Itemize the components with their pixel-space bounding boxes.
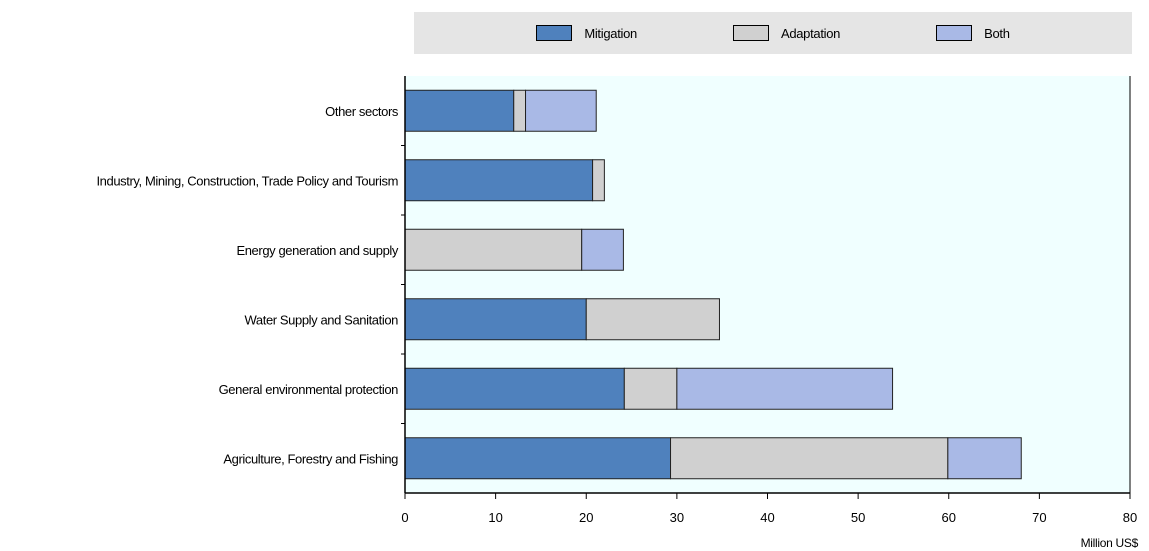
bar-both-other-sectors — [525, 89, 597, 132]
x-tick-label: 60 — [942, 510, 956, 525]
category-label: Industry, Mining, Construction, Trade Po… — [96, 173, 398, 188]
plot-area — [405, 76, 1130, 493]
bar-mitigation-general-environmental-protection — [404, 367, 625, 410]
bar-adaptation-energy-generation-and-supply — [404, 228, 583, 271]
legend-swatch — [936, 25, 973, 41]
x-tick-label: 40 — [760, 510, 774, 525]
category-label: Water Supply and Sanitation — [245, 312, 399, 327]
category-label: General environmental protection — [219, 382, 399, 397]
legend-label: Both — [984, 25, 1010, 41]
x-tick-label: 20 — [579, 510, 593, 525]
bar-adaptation-other-sectors — [513, 89, 527, 132]
legend-item-mitigation: Mitigation — [536, 25, 637, 41]
legend: Mitigation Adaptation Both — [414, 12, 1132, 54]
x-tick-label: 30 — [670, 510, 684, 525]
legend-item-both: Both — [936, 25, 1010, 41]
legend-label: Mitigation — [584, 25, 637, 41]
bar-adaptation-industry-mining-construction-trade-policy-and-tourism — [592, 159, 605, 202]
x-axis-title: Million US$ — [1081, 536, 1139, 550]
category-label: Other sectors — [325, 104, 399, 119]
bar-both-energy-generation-and-supply — [581, 228, 624, 271]
x-tick-label: 0 — [401, 510, 408, 525]
bar-both-general-environmental-protection — [676, 367, 894, 410]
category-label: Agriculture, Forestry and Fishing — [223, 451, 398, 466]
bar-mitigation-industry-mining-construction-trade-policy-and-tourism — [404, 159, 594, 202]
legend-item-adaptation: Adaptation — [732, 25, 841, 41]
bar-mitigation-other-sectors — [404, 89, 515, 132]
bar-adaptation-agriculture-forestry-and-fishing — [670, 437, 949, 480]
bar-both-agriculture-forestry-and-fishing — [947, 437, 1022, 480]
bar-mitigation-agriculture-forestry-and-fishing — [404, 437, 672, 480]
x-tick-label: 10 — [488, 510, 502, 525]
legend-swatch — [536, 25, 573, 41]
legend-label: Adaptation — [780, 25, 841, 41]
legend-swatch — [732, 25, 769, 41]
x-tick-label: 80 — [1123, 510, 1137, 525]
x-tick-label: 50 — [851, 510, 865, 525]
category-label: Energy generation and supply — [236, 243, 398, 258]
x-tick-label: 70 — [1032, 510, 1046, 525]
bar-adaptation-water-supply-and-sanitation — [585, 298, 720, 341]
bar-adaptation-general-environmental-protection — [623, 367, 678, 410]
bar-mitigation-water-supply-and-sanitation — [404, 298, 587, 341]
